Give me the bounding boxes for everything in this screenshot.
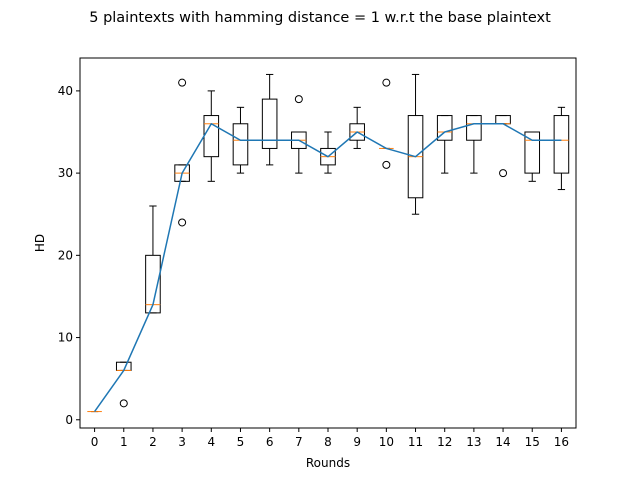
box-body — [436, 115, 453, 141]
x-tick-label: 6 — [266, 435, 274, 449]
box-16 — [553, 106, 570, 191]
median-trend-line — [93, 123, 562, 412]
x-tick-label: 1 — [120, 435, 128, 449]
x-tick-label: 14 — [495, 435, 510, 449]
box-body — [524, 131, 541, 174]
outlier-point — [119, 399, 128, 408]
outlier-point — [178, 218, 187, 227]
outlier-point — [382, 78, 391, 87]
x-tick-label: 10 — [379, 435, 394, 449]
box-body — [553, 115, 570, 174]
x-axis: 0 1 2 3 4 5 6 7 8 9 10 11 12 13 14 15 16 — [91, 428, 569, 449]
x-tick-label: 4 — [207, 435, 215, 449]
box-12 — [436, 115, 453, 174]
box-body — [466, 115, 482, 141]
outlier-point — [499, 169, 508, 178]
box-3 — [174, 78, 190, 227]
x-tick-label: 3 — [178, 435, 186, 449]
box-body — [261, 98, 278, 149]
box-11 — [407, 73, 424, 215]
box-8 — [320, 131, 336, 174]
x-tick-label: 8 — [324, 435, 332, 449]
box-14 — [495, 115, 511, 178]
chart-title: 5 plaintexts with hamming distance = 1 w… — [89, 10, 551, 26]
outlier-point — [294, 95, 303, 104]
box-9 — [349, 106, 365, 149]
y-tick-label: 30 — [58, 166, 73, 180]
y-tick-label: 40 — [58, 84, 73, 98]
x-tick-label: 13 — [466, 435, 481, 449]
y-tick-label: 20 — [58, 248, 73, 262]
y-axis: 0 10 20 30 40 — [58, 84, 80, 427]
plot-area — [87, 73, 570, 413]
y-tick-label: 10 — [58, 331, 73, 345]
x-tick-label: 16 — [554, 435, 569, 449]
x-tick-label: 15 — [525, 435, 540, 449]
x-tick-label: 12 — [437, 435, 452, 449]
outlier-point — [382, 160, 391, 169]
outlier-point — [178, 78, 187, 87]
x-tick-label: 7 — [295, 435, 303, 449]
x-tick-label: 2 — [149, 435, 157, 449]
x-tick-label: 11 — [408, 435, 423, 449]
box-body — [145, 254, 161, 314]
y-tick-label: 0 — [65, 413, 73, 427]
x-tick-label: 0 — [91, 435, 99, 449]
x-tick-label: 5 — [237, 435, 245, 449]
x-axis-label: Rounds — [306, 456, 350, 470]
box-body — [232, 123, 249, 166]
y-axis-label: HD — [33, 234, 47, 252]
x-tick-label: 9 — [353, 435, 361, 449]
